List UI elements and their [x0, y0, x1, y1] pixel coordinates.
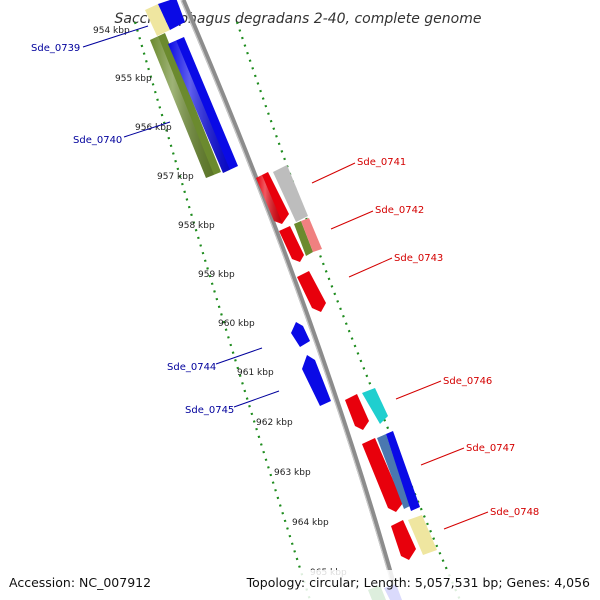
gene-arrow[interactable] — [377, 434, 410, 509]
reverse-gene-labels: Sde_0739 Sde_0740 Sde_0744 Sde_0745 — [31, 25, 280, 416]
tick-label: 958 kbp — [178, 221, 215, 231]
tick-label: 963 kbp — [274, 468, 311, 478]
gene-arrow[interactable] — [301, 218, 322, 252]
label-Sde_0743[interactable]: Sde_0743 — [394, 253, 443, 264]
backbone-highlight — [180, 0, 397, 600]
gene-arrow[interactable] — [279, 226, 304, 262]
gene-arrow[interactable] — [297, 271, 326, 312]
gene-arrow[interactable] — [362, 388, 388, 424]
tick-label: 962 kbp — [256, 418, 293, 428]
tick-label: 954 kbp — [93, 26, 130, 36]
gene-arrow[interactable] — [345, 394, 369, 430]
label-Sde_0744[interactable]: Sde_0744 — [167, 362, 216, 373]
tick-label: 964 kbp — [292, 518, 329, 528]
tick-label: 957 kbp — [157, 172, 194, 182]
label-Sde_0742[interactable]: Sde_0742 — [375, 205, 424, 216]
footer-band — [0, 570, 600, 600]
map-title: Saccharophagus degradans 2-40, complete … — [115, 11, 482, 27]
label-Sde_0740[interactable]: Sde_0740 — [73, 135, 122, 146]
gene-arrow[interactable] — [362, 438, 403, 512]
inner-dotted-guide — [133, 21, 312, 600]
gene-arrow[interactable] — [294, 221, 313, 256]
tick-label: 956 kbp — [135, 123, 172, 133]
genome-summary-text: Topology: circular; Length: 5,057,531 bp… — [246, 575, 590, 590]
label-Sde_0746[interactable]: Sde_0746 — [443, 376, 492, 387]
scale-ticks: 954 kbp 955 kbp 956 kbp 957 kbp 958 kbp … — [93, 26, 347, 578]
label-Sde_0745[interactable]: Sde_0745 — [185, 405, 234, 416]
gene-Sde_0746-arrows[interactable] — [345, 388, 388, 430]
genome-backbone — [180, 0, 401, 600]
gene-Sde_0742-arrows[interactable] — [279, 218, 322, 262]
accession-text: Accession: NC_007912 — [9, 575, 151, 590]
gene-Sde_0739-arrows[interactable] — [145, 0, 238, 178]
tick-label: 959 kbp — [198, 270, 235, 280]
tick-label: 961 kbp — [237, 368, 274, 378]
gene-arrow[interactable] — [291, 322, 310, 347]
forward-gene-labels: Sde_0741 Sde_0742 Sde_0743 Sde_0746 Sde_… — [311, 157, 539, 530]
gene-Sde_0743-arrow[interactable] — [297, 271, 326, 312]
gene-Sde_0745-arrow[interactable] — [302, 355, 331, 406]
label-Sde_0741[interactable]: Sde_0741 — [357, 157, 406, 168]
label-Sde_0747[interactable]: Sde_0747 — [466, 443, 515, 454]
gene-arrow[interactable] — [158, 0, 185, 30]
outer-dotted-guide — [235, 21, 462, 600]
gene-arrow[interactable] — [145, 4, 170, 36]
gene-arrow[interactable] — [273, 165, 308, 222]
gene-arrow[interactable] — [391, 520, 416, 560]
gene-Sde_0747-arrows[interactable] — [362, 431, 420, 512]
label-Sde_0748[interactable]: Sde_0748 — [490, 507, 539, 518]
tick-label: 960 kbp — [218, 319, 255, 329]
label-Sde_0739[interactable]: Sde_0739 — [31, 43, 80, 54]
tick-label: 955 kbp — [115, 74, 152, 84]
gene-Sde_0741-arrows[interactable] — [256, 165, 308, 224]
gene-arrow[interactable] — [386, 431, 420, 511]
gene-arrow[interactable] — [302, 355, 331, 406]
gene-Sde_0744-arrow[interactable] — [291, 322, 310, 347]
gene-arrow[interactable] — [408, 515, 437, 555]
